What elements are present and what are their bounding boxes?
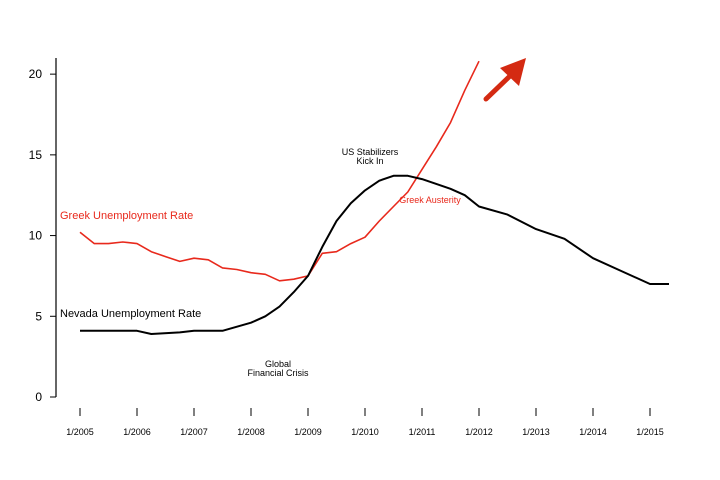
x-ticks: 1/2005 1/2006 1/2007 1/2008 1/2009 1/2010 1/20… — [66, 408, 664, 437]
greek-series-label: Greek Unemployment Rate — [60, 210, 193, 222]
x-axis: 1/2005 1/2006 1/2007 1/2008 1/2009 1/2010 1/20… — [66, 408, 664, 437]
x-tick-label: 1/2015 — [636, 427, 664, 437]
x-tick-label: 1/2006 — [123, 427, 151, 437]
greek-series-line — [79, 60, 480, 282]
greek-austerity-annotation: Greek Austerity — [399, 195, 461, 205]
series-layer — [79, 60, 669, 335]
y-tick-label: 10 — [29, 229, 43, 243]
y-ticks: 0 5 10 15 20 — [29, 67, 56, 404]
annotations: Greek Unemployment Rate Nevada Unemploym… — [60, 147, 461, 378]
x-tick-label: 1/2013 — [522, 427, 550, 437]
x-tick-label: 1/2008 — [237, 427, 265, 437]
y-tick-label: 0 — [35, 390, 42, 404]
global-crisis-annotation-line1: Global — [265, 359, 291, 369]
y-tick-label: 5 — [35, 309, 42, 323]
x-tick-label: 1/2012 — [465, 427, 493, 437]
nevada-series-line — [80, 174, 669, 335]
y-tick-label: 15 — [29, 148, 43, 162]
x-tick-label: 1/2009 — [294, 427, 322, 437]
x-tick-label: 1/2014 — [579, 427, 607, 437]
x-tick-label: 1/2007 — [180, 427, 208, 437]
y-axis: 0 5 10 15 20 — [29, 58, 57, 404]
x-tick-label: 1/2011 — [409, 427, 436, 437]
x-tick-label: 1/2005 — [66, 427, 94, 437]
global-crisis-annotation-line2: Financial Crisis — [247, 368, 309, 378]
x-tick-label: 1/2010 — [351, 427, 379, 437]
y-tick-label: 20 — [29, 67, 43, 81]
us-stabilizers-annotation-line1: US Stabilizers — [342, 147, 399, 157]
nevada-series-label: Nevada Unemployment Rate — [60, 308, 201, 320]
red-arrow-icon — [483, 58, 526, 102]
us-stabilizers-annotation-line2: Kick In — [356, 156, 383, 166]
